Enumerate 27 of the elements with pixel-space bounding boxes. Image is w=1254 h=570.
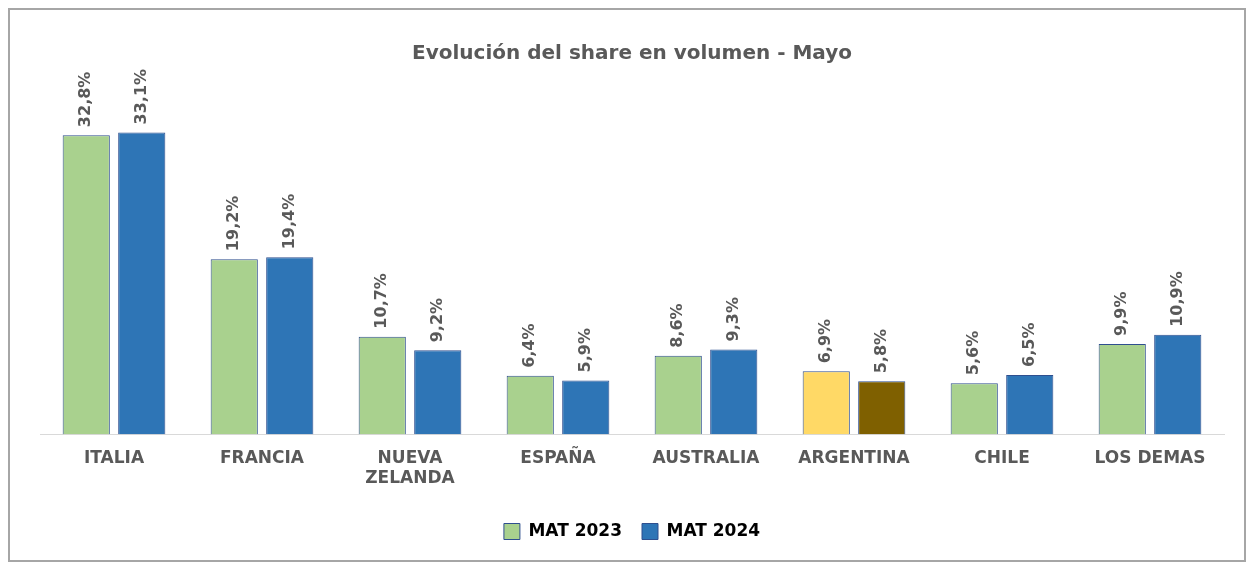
data-label: 6,5%: [1018, 322, 1038, 367]
data-label: 9,3%: [722, 297, 742, 342]
legend-label: MAT 2024: [666, 519, 761, 540]
data-label: 8,6%: [667, 303, 687, 348]
x-tick-label: ITALIA: [83, 446, 145, 467]
data-label: 6,4%: [519, 323, 539, 368]
chart-title: Evolución del share en volumen - Mayo: [412, 40, 852, 65]
data-label: 10,9%: [1166, 271, 1186, 327]
x-tick-label: ARGENTINA: [798, 446, 911, 467]
legend-label: MAT 2023: [528, 519, 623, 540]
data-label: 33,1%: [130, 68, 150, 125]
data-label: 6,9%: [815, 318, 835, 364]
x-tick-label: AUSTRALIA: [652, 446, 761, 467]
x-tick-label: ESPAÑA: [520, 444, 597, 467]
data-label: 19,4%: [278, 193, 298, 250]
data-label: 9,2%: [426, 297, 446, 343]
x-tick-label: NUEVA ZELANDA: [365, 446, 456, 488]
data-label: 9,9%: [1111, 291, 1131, 336]
x-tick-label: LOS DEMAS: [1094, 446, 1206, 467]
x-tick-label: CHILE: [974, 446, 1030, 467]
data-label: 5,9%: [574, 328, 594, 373]
x-tick-label: FRANCIA: [219, 446, 305, 467]
data-label: 19,2%: [223, 195, 243, 252]
data-label: 5,8%: [870, 328, 890, 374]
data-label: 10,7%: [371, 273, 391, 329]
data-label: 5,6%: [963, 330, 983, 376]
data-label: 32,8%: [75, 71, 95, 128]
